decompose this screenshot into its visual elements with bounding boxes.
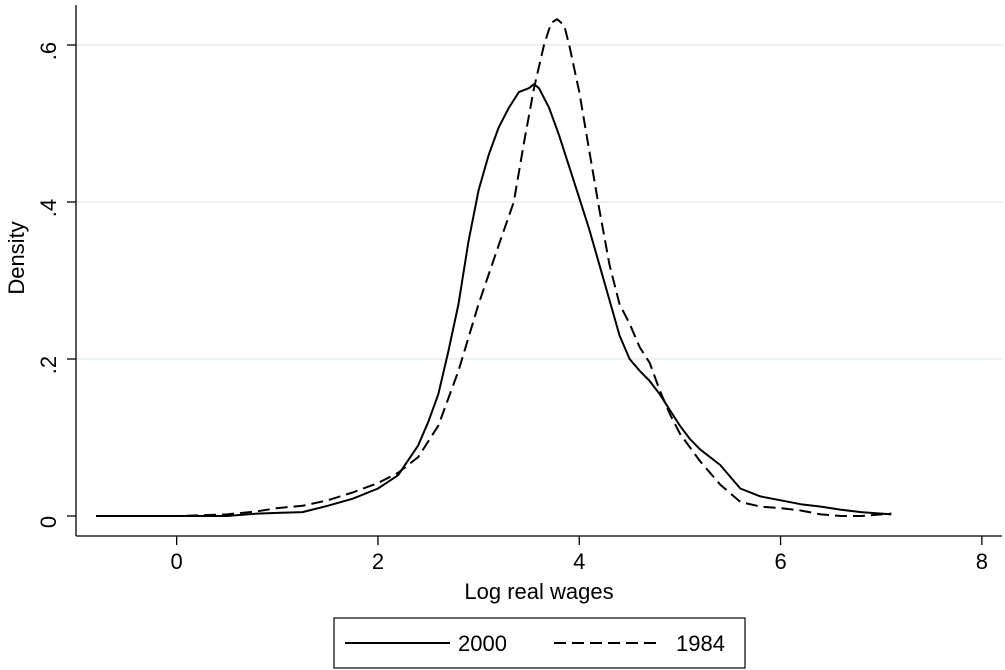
y-axis-title: Density (4, 221, 29, 294)
tick-marks-and-labels: 0 2 4 6 8 0 .2 .4 .6 (36, 42, 988, 574)
x-tick-label-3: 6 (774, 549, 786, 574)
axes (75, 5, 1002, 537)
legend-label-2000: 2000 (458, 631, 507, 656)
series-line-1984 (96, 18, 892, 517)
x-axis-title: Log real wages (464, 579, 613, 604)
legend-label-1984: 1984 (676, 631, 725, 656)
y-tick-label-3: .6 (36, 42, 61, 60)
legend: 2000 1984 (333, 617, 746, 669)
x-tick-label-1: 2 (372, 549, 384, 574)
x-tick-label-2: 4 (573, 549, 585, 574)
series-lines (96, 18, 892, 517)
x-tick-label-0: 0 (171, 549, 183, 574)
y-tick-label-0: 0 (36, 516, 61, 528)
y-tick-label-1: .2 (36, 356, 61, 374)
y-tick-label-2: .4 (36, 199, 61, 217)
series-line-2000 (96, 83, 892, 517)
grid-lines (76, 44, 1002, 360)
x-tick-label-4: 8 (976, 549, 988, 574)
